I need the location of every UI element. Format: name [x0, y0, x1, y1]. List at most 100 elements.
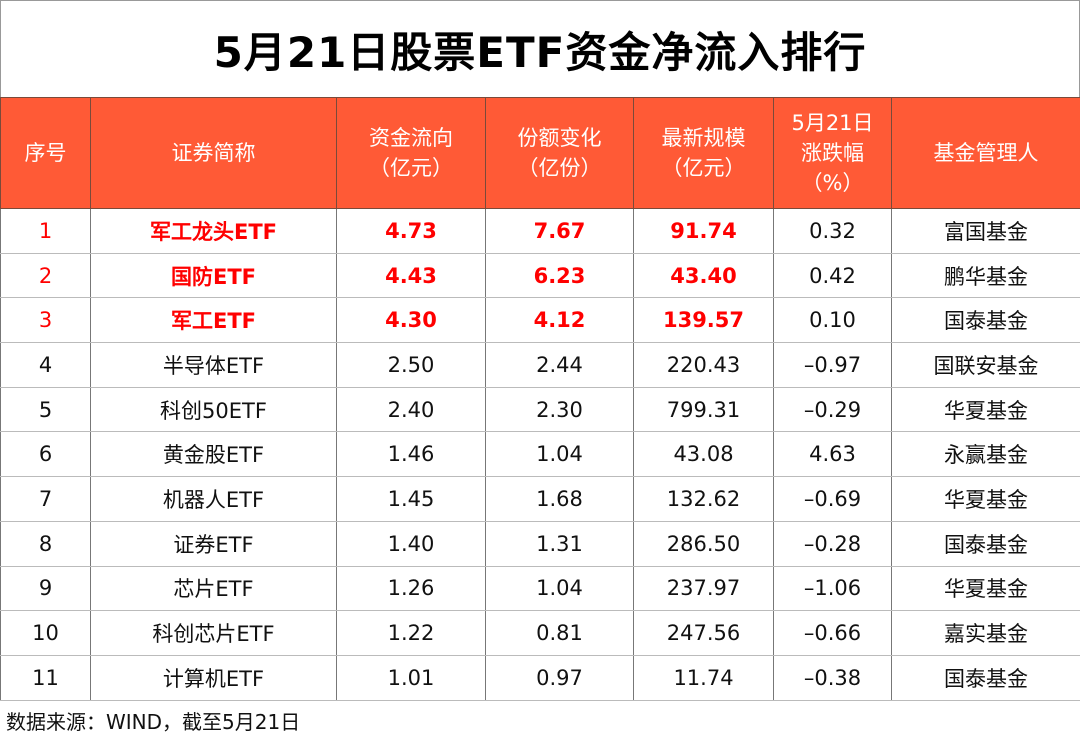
- cell-manager: 华夏基金: [891, 565, 1080, 612]
- cell-scale: 286.50: [633, 520, 774, 567]
- table-row: 11 计算机ETF 1.01 0.97 11.74 –0.38 国泰基金: [0, 654, 1080, 701]
- table-row: 1 军工龙头ETF 4.73 7.67 91.74 0.32 富国基金: [0, 208, 1080, 254]
- cell-name: 军工龙头ETF: [90, 208, 337, 254]
- cell-scale: 91.74: [633, 208, 774, 254]
- header-change-line2: 涨跌幅: [801, 141, 864, 165]
- cell-change: –0.66: [773, 610, 892, 656]
- etf-ranking-table: 序号 证券简称 资金流向 （亿元） 份额变化 （亿份） 最新规模 （亿元） 5月21日…: [0, 97, 1080, 701]
- cell-shares: 6.23: [485, 252, 634, 299]
- cell-change: –1.06: [773, 565, 892, 612]
- cell-shares: 1.31: [485, 520, 634, 567]
- cell-flow: 1.22: [336, 610, 486, 656]
- cell-shares: 0.97: [485, 654, 634, 701]
- cell-shares: 1.68: [485, 476, 634, 522]
- cell-name: 科创芯片ETF: [90, 610, 337, 656]
- table-row: 4 半导体ETF 2.50 2.44 220.43 –0.97 国联安基金: [0, 342, 1080, 388]
- cell-change: –0.38: [773, 654, 892, 701]
- cell-rank: 2: [0, 252, 91, 299]
- table-row: 9 芯片ETF 1.26 1.04 237.97 –1.06 华夏基金: [0, 565, 1080, 612]
- cell-flow: 2.50: [336, 342, 486, 388]
- cell-change: 4.63: [773, 431, 892, 478]
- header-shares: 份额变化 （亿份）: [485, 97, 634, 209]
- cell-scale: 132.62: [633, 476, 774, 522]
- table-row: 6 黄金股ETF 1.46 1.04 43.08 4.63 永赢基金: [0, 431, 1080, 478]
- cell-scale: 139.57: [633, 297, 774, 344]
- cell-scale: 237.97: [633, 565, 774, 612]
- cell-flow: 4.30: [336, 297, 486, 344]
- cell-flow: 2.40: [336, 386, 486, 433]
- cell-rank: 1: [0, 208, 91, 254]
- cell-rank: 6: [0, 431, 91, 478]
- table-row: 10 科创芯片ETF 1.22 0.81 247.56 –0.66 嘉实基金: [0, 610, 1080, 656]
- cell-shares: 1.04: [485, 565, 634, 612]
- header-shares-line2: （亿份）: [517, 156, 602, 180]
- table-row: 2 国防ETF 4.43 6.23 43.40 0.42 鹏华基金: [0, 252, 1080, 299]
- table-row: 8 证券ETF 1.40 1.31 286.50 –0.28 国泰基金: [0, 520, 1080, 567]
- cell-scale: 43.40: [633, 252, 774, 299]
- table-header-row: 序号 证券简称 资金流向 （亿元） 份额变化 （亿份） 最新规模 （亿元） 5月21日…: [0, 97, 1080, 209]
- cell-name: 军工ETF: [90, 297, 337, 344]
- header-manager: 基金管理人: [891, 97, 1080, 209]
- page-title: 5月21日股票ETF资金净流入排行: [0, 0, 1080, 97]
- table-row: 3 军工ETF 4.30 4.12 139.57 0.10 国泰基金: [0, 297, 1080, 344]
- cell-scale: 43.08: [633, 431, 774, 478]
- data-source-note: 数据来源：WIND，截至5月21日: [6, 710, 301, 734]
- cell-rank: 5: [0, 386, 91, 433]
- cell-name: 机器人ETF: [90, 476, 337, 522]
- cell-shares: 1.04: [485, 431, 634, 478]
- cell-flow: 1.45: [336, 476, 486, 522]
- cell-change: 0.42: [773, 252, 892, 299]
- header-scale: 最新规模 （亿元）: [633, 97, 774, 209]
- cell-name: 黄金股ETF: [90, 431, 337, 478]
- cell-flow: 1.46: [336, 431, 486, 478]
- header-scale-line1: 最新规模: [661, 126, 746, 150]
- cell-change: –0.29: [773, 386, 892, 433]
- cell-scale: 11.74: [633, 654, 774, 701]
- cell-shares: 7.67: [485, 208, 634, 254]
- header-flow-line1: 资金流向: [369, 126, 453, 150]
- cell-rank: 8: [0, 520, 91, 567]
- cell-flow: 4.43: [336, 252, 486, 299]
- cell-name: 科创50ETF: [90, 386, 337, 433]
- cell-rank: 7: [0, 476, 91, 522]
- cell-rank: 11: [0, 654, 91, 701]
- header-change-line3: （%）: [801, 171, 864, 195]
- cell-manager: 富国基金: [891, 208, 1080, 254]
- cell-manager: 国联安基金: [891, 342, 1080, 388]
- header-name: 证券简称: [90, 97, 337, 209]
- cell-manager: 国泰基金: [891, 297, 1080, 344]
- header-change: 5月21日涨跌幅 （%）: [773, 97, 892, 209]
- cell-manager: 嘉实基金: [891, 610, 1080, 656]
- cell-name: 国防ETF: [90, 252, 337, 299]
- cell-change: –0.28: [773, 520, 892, 567]
- header-flow-line2: （亿元）: [369, 156, 453, 180]
- cell-manager: 鹏华基金: [891, 252, 1080, 299]
- cell-change: 0.32: [773, 208, 892, 254]
- cell-scale: 220.43: [633, 342, 774, 388]
- cell-rank: 10: [0, 610, 91, 656]
- table-row: 7 机器人ETF 1.45 1.68 132.62 –0.69 华夏基金: [0, 476, 1080, 522]
- cell-shares: 4.12: [485, 297, 634, 344]
- header-scale-line2: （亿元）: [661, 156, 746, 180]
- cell-flow: 1.40: [336, 520, 486, 567]
- cell-manager: 华夏基金: [891, 476, 1080, 522]
- cell-name: 半导体ETF: [90, 342, 337, 388]
- cell-manager: 华夏基金: [891, 386, 1080, 433]
- cell-name: 证券ETF: [90, 520, 337, 567]
- cell-manager: 国泰基金: [891, 520, 1080, 567]
- cell-rank: 3: [0, 297, 91, 344]
- table-row: 5 科创50ETF 2.40 2.30 799.31 –0.29 华夏基金: [0, 386, 1080, 433]
- cell-shares: 0.81: [485, 610, 634, 656]
- cell-shares: 2.44: [485, 342, 634, 388]
- cell-change: 0.10: [773, 297, 892, 344]
- cell-manager: 国泰基金: [891, 654, 1080, 701]
- header-change-line1: 5月21日: [791, 111, 874, 135]
- cell-flow: 1.26: [336, 565, 486, 612]
- cell-rank: 9: [0, 565, 91, 612]
- cell-rank: 4: [0, 342, 91, 388]
- header-flow: 资金流向 （亿元）: [336, 97, 486, 209]
- header-rank: 序号: [0, 97, 91, 209]
- cell-manager: 永赢基金: [891, 431, 1080, 478]
- cell-name: 芯片ETF: [90, 565, 337, 612]
- cell-name: 计算机ETF: [90, 654, 337, 701]
